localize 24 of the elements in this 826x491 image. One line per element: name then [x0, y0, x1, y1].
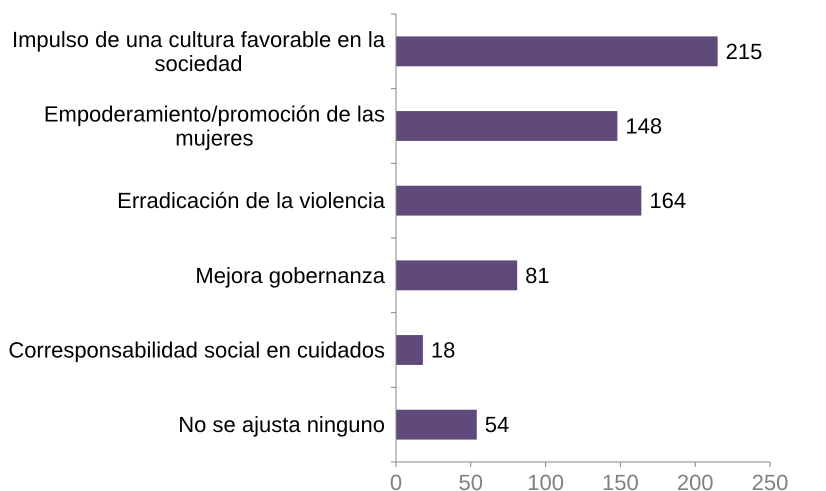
data-label: 215: [726, 38, 762, 64]
bar: [396, 36, 718, 66]
data-label: 18: [430, 338, 456, 362]
y-tick-label: Corresponsabilidad social en cuidados: [8, 338, 386, 362]
bar: [396, 335, 423, 365]
y-tick-label: Empoderamiento/promoción de las mujeres: [44, 102, 385, 150]
data-label: 54: [484, 412, 510, 438]
bar: [396, 260, 518, 290]
data-label: 148: [625, 114, 662, 138]
y-tick-label: Mejora gobernanza: [195, 262, 386, 288]
x-tick-label: 250: [752, 470, 788, 491]
data-label: 81: [525, 262, 550, 288]
y-tick-label: Erradicación de la violencia: [117, 188, 386, 214]
y-tick-label: No se ajusta ninguno: [178, 412, 385, 438]
x-tick-label: 200: [676, 470, 714, 491]
bar: [396, 111, 618, 141]
bar: [396, 186, 642, 216]
x-tick-label: 50: [458, 470, 484, 491]
x-tick-label: 150: [602, 470, 639, 491]
x-tick-label: 100: [527, 470, 564, 491]
data-label: 164: [649, 188, 686, 214]
x-tick-label: 0: [390, 470, 402, 491]
y-tick-label: Impulso de una cultura favorable en la sociedad: [12, 26, 386, 76]
bar: [396, 410, 477, 440]
